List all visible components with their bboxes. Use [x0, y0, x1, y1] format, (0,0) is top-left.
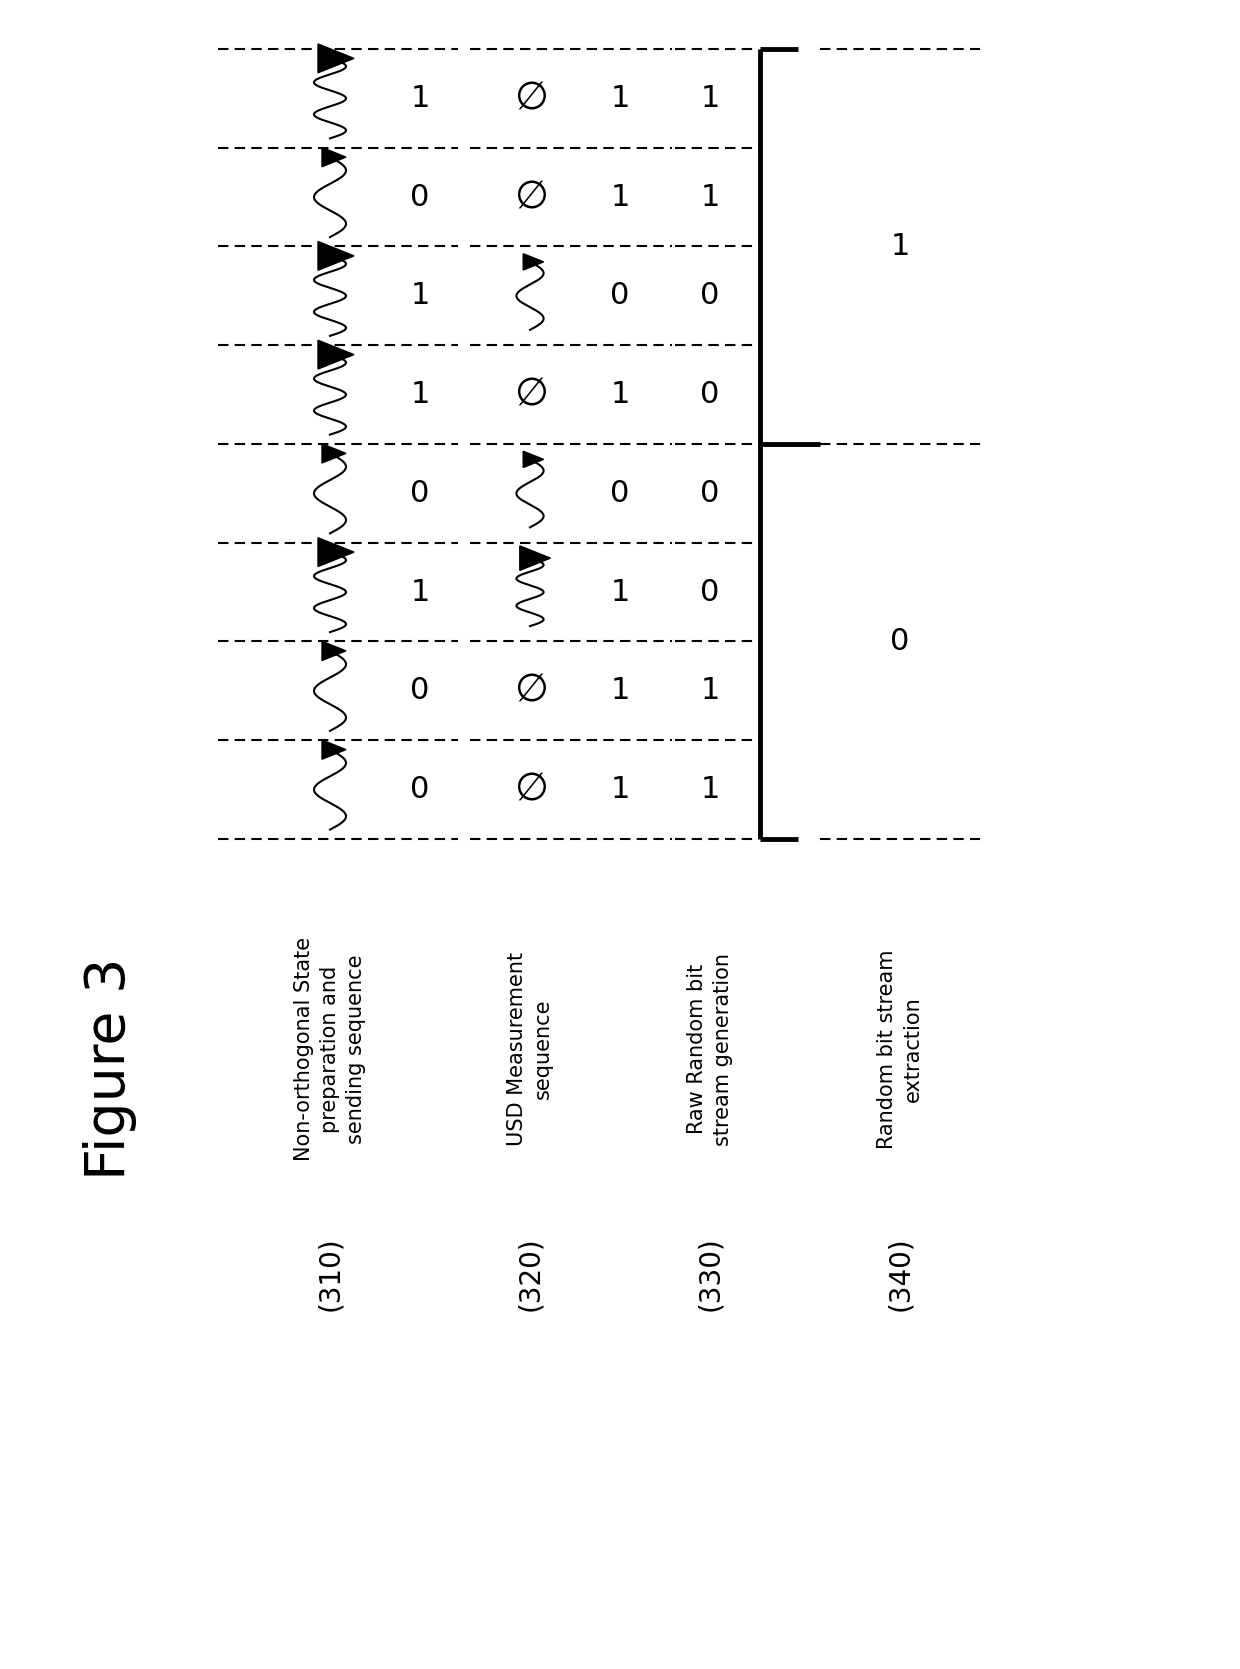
Text: 1: 1 — [610, 182, 630, 212]
Polygon shape — [317, 43, 353, 73]
Polygon shape — [322, 641, 346, 661]
Polygon shape — [317, 537, 353, 566]
Text: 1: 1 — [701, 676, 719, 706]
Text: 0: 0 — [410, 182, 430, 212]
Polygon shape — [317, 340, 353, 369]
Text: 1: 1 — [410, 282, 430, 310]
Text: 0: 0 — [701, 479, 719, 507]
Text: 0: 0 — [701, 381, 719, 409]
Text: $\emptyset$: $\emptyset$ — [513, 376, 547, 414]
Text: Random bit stream
extraction: Random bit stream extraction — [877, 950, 924, 1148]
Text: (320): (320) — [516, 1237, 544, 1312]
Text: 1: 1 — [610, 774, 630, 804]
Text: (330): (330) — [696, 1237, 724, 1312]
Text: Non-orthogonal State
preparation and
sending sequence: Non-orthogonal State preparation and sen… — [294, 936, 366, 1162]
Text: 1: 1 — [610, 676, 630, 706]
Polygon shape — [520, 546, 551, 571]
Text: 0: 0 — [410, 479, 430, 507]
Text: $\emptyset$: $\emptyset$ — [513, 80, 547, 117]
Polygon shape — [322, 147, 346, 167]
Text: 0: 0 — [410, 676, 430, 706]
Polygon shape — [523, 254, 543, 270]
Polygon shape — [322, 444, 346, 462]
Polygon shape — [317, 242, 353, 270]
Text: (340): (340) — [887, 1237, 914, 1312]
Text: 1: 1 — [701, 83, 719, 113]
Text: 1: 1 — [890, 232, 910, 260]
Text: (310): (310) — [316, 1237, 343, 1312]
Text: $\emptyset$: $\emptyset$ — [513, 179, 547, 215]
Text: 1: 1 — [410, 381, 430, 409]
Text: 1: 1 — [701, 182, 719, 212]
Text: 1: 1 — [610, 83, 630, 113]
Text: 0: 0 — [610, 479, 630, 507]
Text: Raw Random bit
stream generation: Raw Random bit stream generation — [687, 953, 733, 1145]
Polygon shape — [523, 451, 543, 467]
Polygon shape — [322, 739, 346, 759]
Text: $\emptyset$: $\emptyset$ — [513, 673, 547, 709]
Text: 0: 0 — [701, 577, 719, 606]
Text: 0: 0 — [890, 628, 910, 656]
Text: 1: 1 — [701, 774, 719, 804]
Text: $\emptyset$: $\emptyset$ — [513, 771, 547, 808]
Text: USD Measurement
sequence: USD Measurement sequence — [507, 951, 553, 1147]
Text: 0: 0 — [701, 282, 719, 310]
Text: Figure 3: Figure 3 — [83, 958, 136, 1180]
Text: 0: 0 — [610, 282, 630, 310]
Text: 1: 1 — [410, 577, 430, 606]
Text: 1: 1 — [610, 577, 630, 606]
Text: 0: 0 — [410, 774, 430, 804]
Text: 1: 1 — [610, 381, 630, 409]
Text: 1: 1 — [410, 83, 430, 113]
